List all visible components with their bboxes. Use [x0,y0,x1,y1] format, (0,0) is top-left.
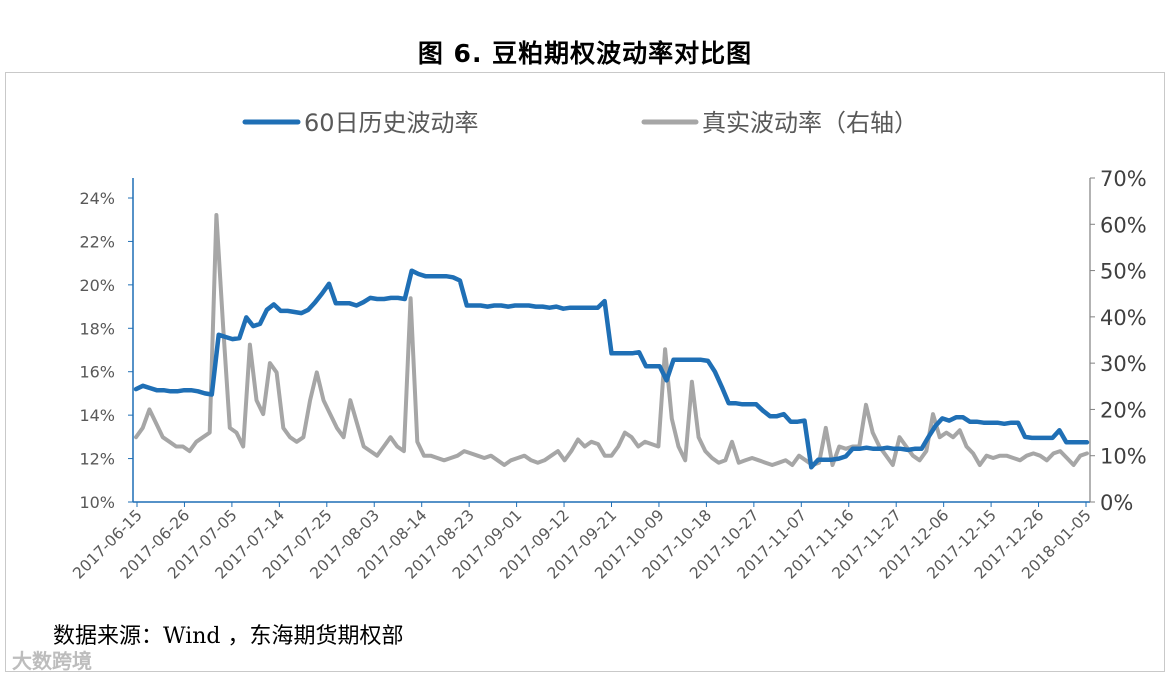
axes [128,177,1095,507]
y-left-tick-label: 12% [79,450,115,469]
y-right-tick-label: 60% [1100,213,1147,237]
watermark-text: 大数跨境 [12,649,92,673]
legend-label-series-2: 真实波动率（右轴） [702,109,918,137]
y-left-tick-label: 20% [79,276,115,295]
y-left-tick-label: 18% [79,319,115,338]
y-left-tick-label: 16% [79,363,115,382]
y-left-tick-label: 24% [79,189,115,208]
y-left-tick-label: 14% [79,406,115,425]
y-left-tick-label: 22% [79,232,115,251]
y-right-tick-label: 70% [1100,167,1147,191]
y-right-tick-label: 30% [1100,352,1147,376]
chart-title: 图 6. 豆粕期权波动率对比图 [417,39,753,68]
series-lines [133,213,1090,470]
tick-labels: 10% 12% 14% 16% 18% 20% 22% 24% 0% 10% 20% 30% 40% 50… [69,167,1146,583]
y-right-tick-label: 40% [1100,306,1147,330]
y-left-tick-label: 10% [79,493,115,512]
chart-frame [5,72,1165,672]
y-right-tick-label: 10% [1100,445,1147,469]
y-right-tick-label: 0% [1100,491,1133,515]
y-right-tick-label: 20% [1100,398,1147,422]
source-note: 数据来源：Wind ，东海期货期权部 [53,624,404,649]
legend-label-series-1: 60日历史波动率 [304,109,479,137]
y-right-tick-label: 50% [1100,260,1147,284]
series-line-hist-vol [133,268,1090,470]
legend: 60日历史波动率 真实波动率（右轴） [242,109,918,137]
